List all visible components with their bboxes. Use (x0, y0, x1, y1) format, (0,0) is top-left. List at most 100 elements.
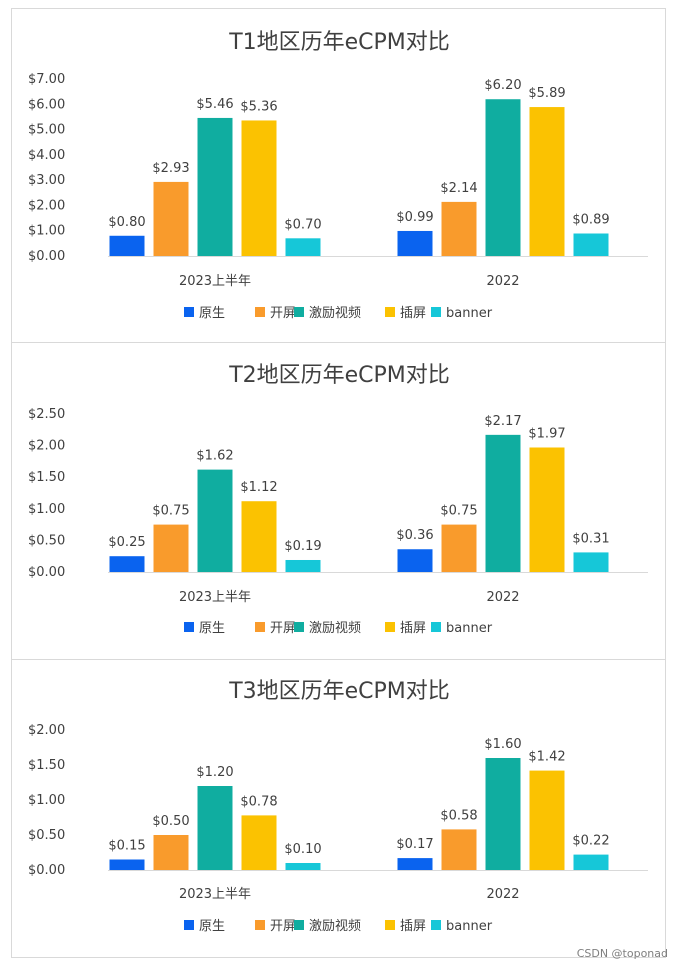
bar (109, 556, 145, 572)
bar (573, 233, 609, 256)
bar (573, 854, 609, 870)
y-tick-label: $0.00 (28, 249, 65, 264)
y-tick-label: $6.00 (28, 97, 65, 112)
legend-label: 激励视频 (309, 306, 361, 321)
data-label: $2.14 (440, 181, 477, 196)
data-label: $0.19 (284, 539, 321, 554)
data-label: $0.36 (396, 528, 433, 543)
x-tick-label: 2023上半年 (179, 274, 251, 289)
chart-svg: T2地区历年eCPM对比 $0.00 $0.50 $1.00 $1.50 $2.00 $2.… (28, 363, 648, 636)
x-tick-label: 2022 (486, 274, 519, 289)
legend-swatch (385, 622, 395, 632)
legend-label: banner (446, 306, 493, 321)
data-label: $5.46 (196, 97, 233, 112)
data-label: $0.89 (572, 212, 609, 227)
bar (241, 501, 277, 572)
legend-swatch (294, 622, 304, 632)
data-label: $0.50 (152, 814, 189, 829)
bar (397, 549, 433, 572)
x-tick-label: 2023上半年 (179, 887, 251, 902)
bar (397, 230, 433, 256)
legend-swatch (255, 622, 265, 632)
bar (109, 859, 145, 870)
legend-swatch (184, 622, 194, 632)
legend-label: 开屏 (270, 306, 296, 321)
data-label: $0.58 (440, 808, 477, 823)
chart-panel-t3: T3地区历年eCPM对比 $0.00 $0.50 $1.00 $1.50 $2.00 $0.… (11, 659, 666, 958)
y-tick-label: $4.00 (28, 148, 65, 163)
bar (441, 524, 477, 572)
chart-svg: T1地区历年eCPM对比 $0.00 $1.00 $2.00 $3.00 $4.00 $5.… (28, 30, 648, 321)
data-label: $0.75 (440, 504, 477, 519)
y-tick-label: $1.00 (28, 224, 65, 239)
data-label: $1.62 (196, 449, 233, 464)
data-label: $1.20 (196, 765, 233, 780)
data-label: $1.42 (528, 750, 565, 765)
legend-label: 开屏 (270, 621, 296, 636)
y-tick-label: $1.00 (28, 502, 65, 517)
data-label: $0.17 (396, 837, 433, 852)
data-label: $0.70 (284, 217, 321, 232)
data-label: $0.75 (152, 504, 189, 519)
bar (441, 201, 477, 256)
bar (529, 107, 565, 257)
data-label: $0.99 (396, 210, 433, 225)
bar (573, 552, 609, 572)
data-label: $2.17 (484, 414, 521, 429)
x-tick-label: 2023上半年 (179, 590, 251, 605)
legend-swatch (255, 307, 265, 317)
y-tick-label: $1.00 (28, 793, 65, 808)
y-tick-label: $1.50 (28, 470, 65, 485)
legend-swatch (431, 920, 441, 930)
legend-swatch (385, 920, 395, 930)
legend-label: 激励视频 (309, 621, 361, 636)
chart-panel-t2: T2地区历年eCPM对比 $0.00 $0.50 $1.00 $1.50 $2.00 $2.… (11, 342, 666, 660)
legend-label: 插屏 (400, 306, 426, 321)
data-label: $0.15 (108, 839, 145, 854)
legend-label: 开屏 (270, 919, 296, 934)
bar (197, 117, 233, 256)
legend-label: 插屏 (400, 621, 426, 636)
legend-swatch (385, 307, 395, 317)
legend-label: 激励视频 (309, 919, 361, 934)
y-tick-label: $3.00 (28, 173, 65, 188)
legend-label: 原生 (199, 919, 225, 934)
bar (285, 863, 321, 870)
bar (109, 235, 145, 256)
data-label: $2.93 (152, 161, 189, 176)
y-tick-label: $0.00 (28, 565, 65, 580)
legend-swatch (255, 920, 265, 930)
data-label: $5.89 (528, 86, 565, 101)
bar (197, 469, 233, 572)
y-tick-label: $1.50 (28, 758, 65, 773)
data-label: $0.78 (240, 794, 277, 809)
y-tick-label: $2.00 (28, 439, 65, 454)
bar (153, 524, 189, 572)
bar (529, 447, 565, 572)
bar (485, 758, 521, 870)
y-tick-label: $5.00 (28, 123, 65, 138)
y-tick-label: $0.50 (28, 533, 65, 548)
x-tick-label: 2022 (486, 590, 519, 605)
data-label: $1.60 (484, 737, 521, 752)
y-tick-label: $0.00 (28, 863, 65, 878)
legend-swatch (294, 920, 304, 930)
bar (285, 238, 321, 256)
data-label: $1.97 (528, 426, 565, 441)
bar (485, 99, 521, 256)
legend-label: 原生 (199, 306, 225, 321)
bar (485, 434, 521, 572)
data-label: $0.31 (572, 531, 609, 546)
chart-panel-t1: T1地区历年eCPM对比 $0.00 $1.00 $2.00 $3.00 $4.00 $5.… (11, 8, 666, 343)
y-tick-label: $7.00 (28, 72, 65, 87)
bar (441, 829, 477, 870)
data-label: $0.10 (284, 842, 321, 857)
data-label: $0.22 (572, 834, 609, 849)
data-label: $0.80 (108, 215, 145, 230)
data-label: $6.20 (484, 78, 521, 93)
bar (153, 181, 189, 256)
legend-swatch (294, 307, 304, 317)
x-tick-label: 2022 (486, 887, 519, 902)
legend-swatch (184, 920, 194, 930)
legend-swatch (431, 622, 441, 632)
